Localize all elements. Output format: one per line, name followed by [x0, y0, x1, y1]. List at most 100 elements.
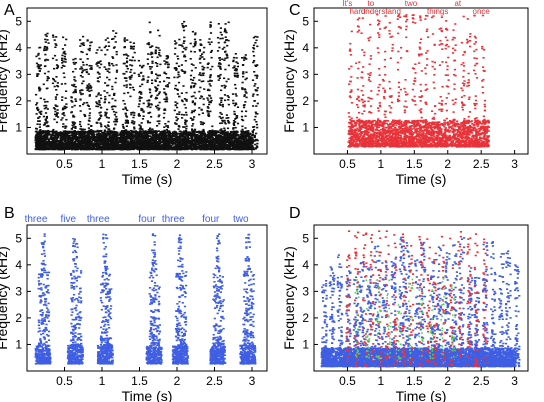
- energy-pixel: [166, 140, 169, 143]
- energy-pixel: [166, 141, 170, 144]
- energy-pixel: [210, 56, 213, 59]
- energy-pixel: [46, 79, 49, 82]
- energy-pixel: [231, 140, 235, 143]
- energy-pixel: [108, 63, 111, 65]
- energy-pixel: [86, 89, 89, 92]
- energy-pixel: [118, 137, 121, 140]
- energy-pixel: [140, 122, 143, 124]
- energy-pixel: [225, 80, 228, 83]
- energy-pixel: [255, 132, 258, 135]
- energy-pixel: [144, 139, 147, 141]
- energy-pixel: [233, 104, 236, 107]
- energy-pixel: [159, 146, 162, 149]
- energy-pixel: [45, 46, 49, 48]
- energy-pixel: [152, 143, 155, 145]
- energy-pixel: [108, 134, 111, 136]
- energy-pixel: [90, 41, 93, 43]
- energy-pixel: [192, 130, 195, 132]
- energy-pixel: [78, 148, 81, 150]
- energy-pixel: [98, 144, 101, 147]
- energy-pixel: [107, 45, 111, 47]
- energy-pixel: [60, 134, 63, 137]
- energy-pixel: [228, 148, 231, 151]
- energy-pixel: [88, 83, 91, 85]
- energy-pixel: [184, 138, 187, 141]
- energy-pixel: [219, 31, 222, 34]
- energy-pixel: [184, 25, 188, 27]
- energy-pixel: [37, 133, 40, 136]
- energy-pixel: [70, 111, 73, 113]
- energy-pixel: [149, 132, 152, 135]
- energy-pixel: [115, 71, 118, 73]
- energy-pixel: [114, 105, 117, 108]
- energy-pixel: [202, 103, 205, 106]
- energy-pixel: [140, 143, 143, 146]
- energy-pixel: [133, 128, 136, 130]
- energy-pixel: [210, 144, 213, 146]
- energy-pixel: [226, 132, 229, 134]
- energy-pixel: [43, 65, 47, 68]
- energy-pixel: [36, 139, 39, 141]
- energy-pixel: [112, 57, 115, 59]
- energy-pixel: [62, 130, 65, 133]
- energy-pixel: [95, 121, 98, 124]
- energy-pixel: [158, 142, 161, 144]
- energy-pixel: [193, 85, 196, 87]
- energy-pixel: [211, 129, 214, 132]
- energy-pixel: [151, 141, 154, 144]
- energy-pixel: [62, 107, 65, 109]
- energy-pixel: [130, 113, 133, 116]
- energy-pixel: [174, 67, 177, 69]
- energy-pixel: [60, 146, 64, 148]
- energy-pixel: [62, 36, 65, 39]
- energy-pixel: [185, 139, 188, 141]
- energy-pixel: [211, 137, 214, 139]
- energy-pixel: [197, 144, 200, 146]
- energy-pixel: [198, 79, 201, 81]
- energy-pixel: [88, 108, 91, 110]
- energy-pixel: [144, 142, 147, 144]
- energy-pixel: [233, 66, 236, 69]
- energy-pixel: [76, 148, 80, 150]
- energy-pixel: [105, 126, 108, 129]
- energy-pixel: [37, 108, 40, 111]
- energy-pixel: [224, 68, 227, 71]
- energy-pixel: [165, 125, 168, 127]
- energy-pixel: [98, 99, 101, 102]
- energy-pixel: [131, 142, 134, 144]
- energy-pixel: [96, 71, 99, 74]
- energy-pixel: [156, 145, 159, 147]
- energy-pixel: [114, 123, 117, 126]
- energy-pixel: [36, 65, 39, 68]
- energy-pixel: [164, 123, 167, 125]
- energy-pixel: [200, 96, 204, 98]
- energy-pixel: [100, 134, 103, 136]
- energy-pixel: [183, 20, 186, 23]
- energy-pixel: [42, 115, 45, 118]
- energy-pixel: [106, 76, 109, 79]
- energy-pixel: [241, 128, 244, 131]
- energy-pixel: [180, 64, 183, 66]
- energy-pixel: [62, 52, 65, 54]
- energy-pixel: [105, 133, 108, 135]
- energy-pixel: [80, 142, 83, 145]
- energy-pixel: [159, 63, 162, 66]
- energy-pixel: [158, 91, 161, 93]
- energy-pixel: [200, 80, 203, 83]
- energy-pixel: [99, 122, 102, 124]
- energy-pixel: [146, 120, 149, 122]
- energy-pixel: [44, 134, 47, 136]
- energy-pixel: [220, 113, 223, 115]
- energy-pixel: [54, 43, 57, 45]
- energy-pixel: [224, 122, 227, 125]
- energy-pixel: [177, 65, 181, 67]
- energy-pixel: [123, 40, 126, 43]
- energy-pixel: [198, 132, 201, 134]
- energy-pixel: [156, 87, 159, 90]
- energy-pixel: [158, 120, 161, 122]
- energy-pixel: [140, 128, 143, 130]
- energy-pixel: [45, 106, 48, 109]
- energy-pixel: [123, 92, 126, 95]
- energy-pixel: [83, 69, 86, 71]
